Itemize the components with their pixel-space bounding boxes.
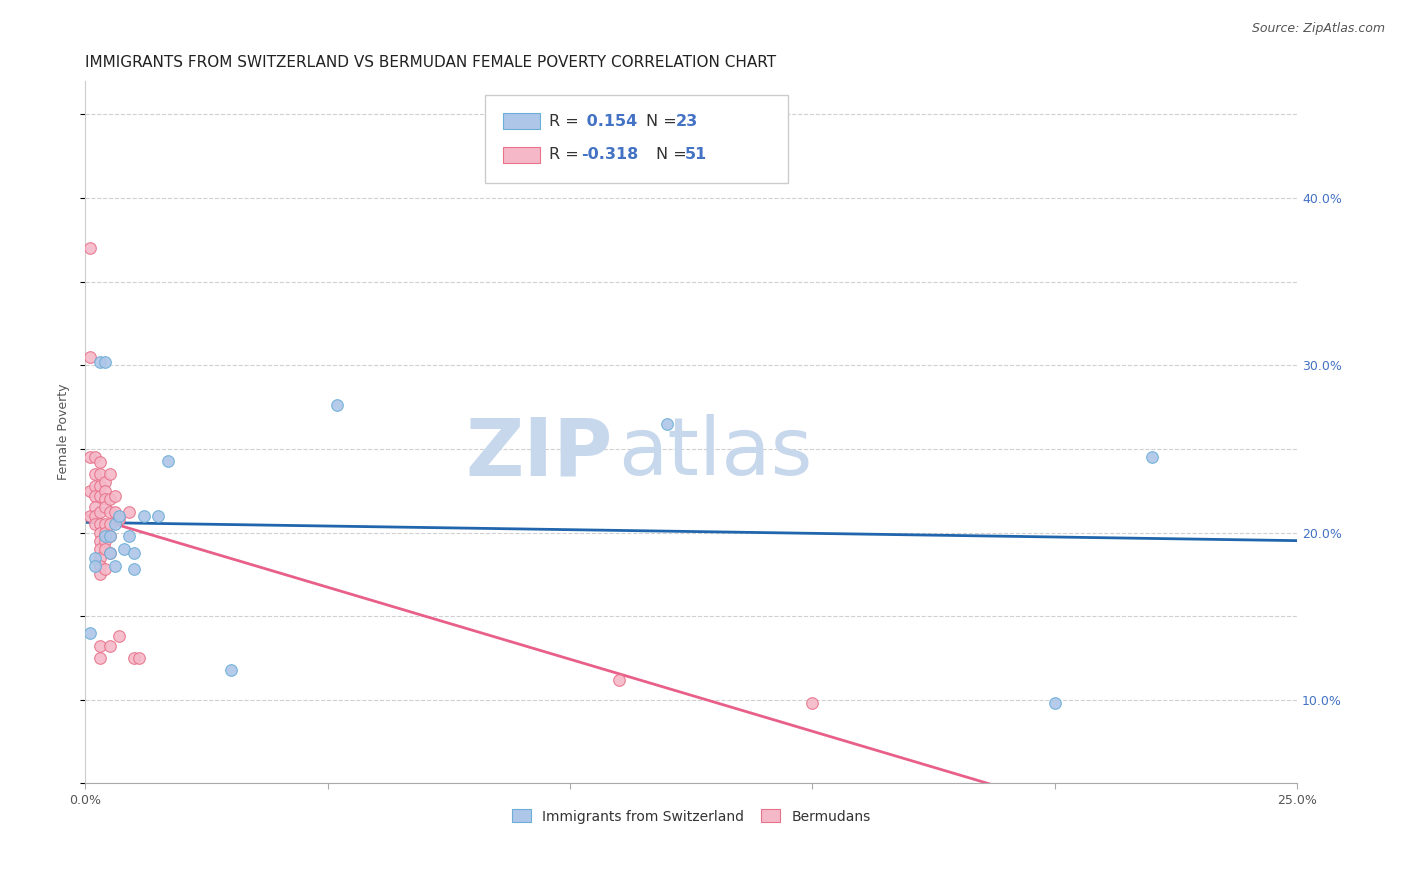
Point <box>122 546 145 560</box>
Text: R =: R = <box>550 147 579 162</box>
Point <box>94 533 117 548</box>
Point <box>122 562 145 576</box>
Point <box>89 525 111 540</box>
Point <box>89 651 111 665</box>
Point <box>84 467 107 481</box>
Point <box>108 508 131 523</box>
Point <box>98 639 121 653</box>
Text: 23: 23 <box>675 113 697 128</box>
Point <box>84 479 107 493</box>
Text: IMMIGRANTS FROM SWITZERLAND VS BERMUDAN FEMALE POVERTY CORRELATION CHART: IMMIGRANTS FROM SWITZERLAND VS BERMUDAN … <box>86 55 776 70</box>
Point <box>103 506 125 520</box>
Text: atlas: atlas <box>619 414 813 492</box>
Point <box>94 517 117 532</box>
Text: N =: N = <box>657 147 688 162</box>
Point <box>122 651 145 665</box>
Point <box>79 483 101 498</box>
Point <box>89 506 111 520</box>
Legend: Immigrants from Switzerland, Bermudans: Immigrants from Switzerland, Bermudans <box>506 804 876 829</box>
Text: ZIP: ZIP <box>465 414 613 492</box>
Point <box>89 542 111 557</box>
Point <box>156 453 179 467</box>
Point <box>94 525 117 540</box>
Point <box>108 629 131 643</box>
Point <box>94 475 117 490</box>
Text: R =: R = <box>550 113 579 128</box>
Point <box>89 467 111 481</box>
Point <box>1140 450 1163 465</box>
Text: N =: N = <box>647 113 678 128</box>
Point <box>84 517 107 532</box>
Point <box>79 450 101 465</box>
Point <box>98 492 121 507</box>
Point <box>655 417 678 431</box>
Point <box>89 567 111 582</box>
Point <box>98 529 121 543</box>
Point <box>84 500 107 515</box>
Point <box>89 479 111 493</box>
Point <box>89 533 111 548</box>
FancyBboxPatch shape <box>485 95 789 183</box>
Point <box>219 663 242 677</box>
Point <box>103 559 125 574</box>
Point <box>128 651 150 665</box>
Point <box>94 529 117 543</box>
FancyBboxPatch shape <box>503 147 540 162</box>
Point <box>146 508 169 523</box>
Point <box>94 492 117 507</box>
Point <box>89 550 111 565</box>
Point <box>118 506 141 520</box>
Point <box>108 512 131 526</box>
Point <box>94 500 117 515</box>
Point <box>98 506 121 520</box>
Point <box>84 450 107 465</box>
Point <box>89 455 111 469</box>
Point <box>1043 696 1066 710</box>
Point <box>89 517 111 532</box>
Point <box>79 625 101 640</box>
Point <box>84 550 107 565</box>
Point <box>89 489 111 503</box>
Point <box>112 542 135 557</box>
Point <box>79 508 101 523</box>
Point <box>94 355 117 369</box>
Point <box>84 559 107 574</box>
Text: 0.154: 0.154 <box>581 113 637 128</box>
Point <box>118 529 141 543</box>
Y-axis label: Female Poverty: Female Poverty <box>58 384 70 481</box>
Text: Source: ZipAtlas.com: Source: ZipAtlas.com <box>1251 22 1385 36</box>
Point <box>98 546 121 560</box>
Point <box>94 542 117 557</box>
Point <box>79 241 101 255</box>
Text: 51: 51 <box>685 147 707 162</box>
Point <box>84 508 107 523</box>
Point <box>89 559 111 574</box>
FancyBboxPatch shape <box>503 113 540 128</box>
Point <box>132 508 155 523</box>
Point <box>79 350 101 364</box>
Point <box>801 696 824 710</box>
Point <box>98 467 121 481</box>
Point <box>94 562 117 576</box>
Text: -0.318: -0.318 <box>581 147 638 162</box>
Point <box>607 673 630 687</box>
Point <box>103 517 125 532</box>
Point <box>103 489 125 503</box>
Point <box>89 639 111 653</box>
Point <box>94 483 117 498</box>
Point <box>98 546 121 560</box>
Point <box>89 355 111 369</box>
Point <box>326 399 349 413</box>
Point <box>98 529 121 543</box>
Point <box>98 517 121 532</box>
Point <box>84 489 107 503</box>
